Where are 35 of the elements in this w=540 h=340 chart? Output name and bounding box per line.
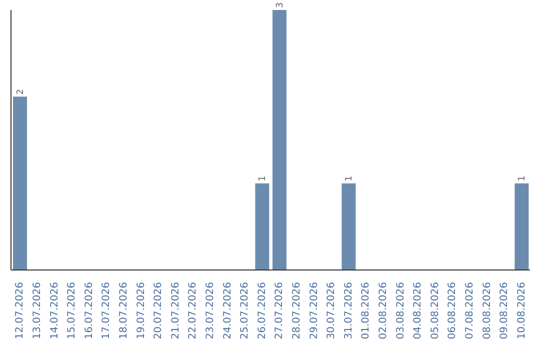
data-label: 1	[258, 176, 268, 182]
data-label: 1	[344, 176, 355, 182]
x-tick-label: 12.07.2026	[14, 282, 26, 340]
x-tick-label: 24.07.2026	[222, 282, 234, 340]
x-tick-label: 04.08.2026	[412, 282, 424, 340]
x-tick-label: 01.08.2026	[360, 282, 372, 340]
x-tick-label: 10.08.2026	[516, 282, 528, 340]
x-tick-label: 27.07.2026	[274, 282, 286, 340]
x-tick-label: 22.07.2026	[188, 282, 199, 340]
x-tick-label: 21.07.2026	[170, 282, 182, 340]
x-tick-label: 03.08.2026	[395, 282, 406, 340]
data-label: 1	[518, 176, 528, 182]
x-tick-label: 26.07.2026	[256, 282, 268, 340]
data-label: 3	[276, 2, 286, 8]
x-tick-label: 06.08.2026	[447, 282, 458, 340]
x-tick-label: 13.07.2026	[32, 282, 43, 340]
x-tick-label: 29.07.2026	[308, 282, 320, 340]
x-tick-label: 25.07.2026	[240, 282, 251, 340]
x-tick-label: 18.07.2026	[118, 282, 130, 340]
x-tick-label: 07.08.2026	[464, 282, 476, 340]
x-tick-label: 09.08.2026	[499, 282, 510, 340]
x-tick-label: 15.07.2026	[66, 282, 78, 340]
x-tick-label: 23.07.2026	[204, 282, 216, 340]
x-tick-label: 19.07.2026	[136, 282, 147, 340]
x-tick-label: 20.07.2026	[153, 282, 164, 340]
data-label: 2	[16, 88, 26, 95]
x-tick-label: 16.07.2026	[84, 282, 95, 340]
x-tick-label: 05.08.2026	[430, 282, 441, 340]
x-tick-label: 02.08.2026	[378, 282, 389, 340]
x-tick-label: 17.07.2026	[101, 282, 112, 340]
x-tick-label: 30.07.2026	[326, 282, 338, 340]
x-tick-label: 28.07.2026	[291, 282, 302, 340]
x-tick-label: 14.07.2026	[49, 282, 60, 340]
x-tick-label: 31.07.2026	[343, 282, 354, 340]
x-tick-label: 08.08.2026	[482, 282, 493, 340]
